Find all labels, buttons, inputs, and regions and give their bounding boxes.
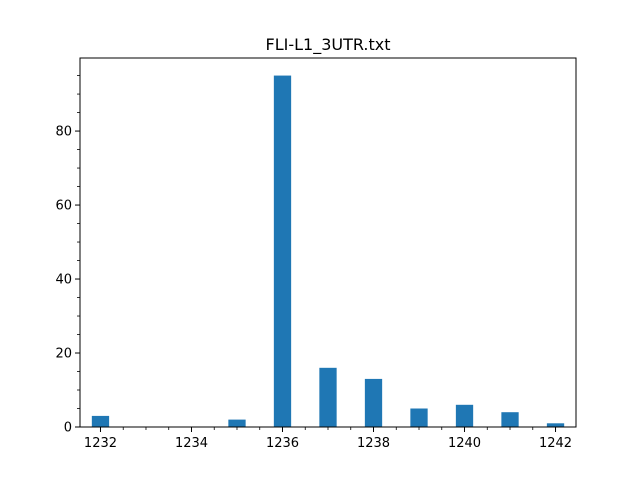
bar bbox=[410, 408, 428, 427]
plot-frame bbox=[79, 57, 577, 428]
y-tick-label: 60 bbox=[55, 199, 72, 214]
bar bbox=[228, 419, 246, 427]
axis-ticks-group: 1232 1234 1236 1238 1240 1242 0 20 40 60 80 bbox=[55, 75, 572, 451]
x-tick-label: 1242 bbox=[539, 436, 572, 451]
bar bbox=[364, 378, 383, 427]
x-tick-label: 1234 bbox=[175, 436, 208, 451]
y-tick-label: 0 bbox=[64, 421, 72, 436]
x-tick-label: 1240 bbox=[448, 436, 481, 451]
x-tick-label: 1238 bbox=[357, 436, 390, 451]
bar bbox=[91, 415, 110, 427]
x-tick-label: 1236 bbox=[266, 436, 299, 451]
chart-title: FLI-L1_3UTR.txt bbox=[265, 35, 390, 55]
y-tick-label: 20 bbox=[55, 347, 72, 362]
y-tick-label: 40 bbox=[55, 273, 72, 288]
bar bbox=[319, 367, 337, 427]
y-tick-label: 80 bbox=[55, 125, 72, 140]
x-tick-label: 1232 bbox=[84, 436, 117, 451]
bar bbox=[273, 75, 292, 428]
bar bbox=[455, 404, 474, 427]
bars-group bbox=[91, 75, 565, 428]
bar bbox=[546, 423, 565, 427]
bar bbox=[501, 412, 519, 427]
